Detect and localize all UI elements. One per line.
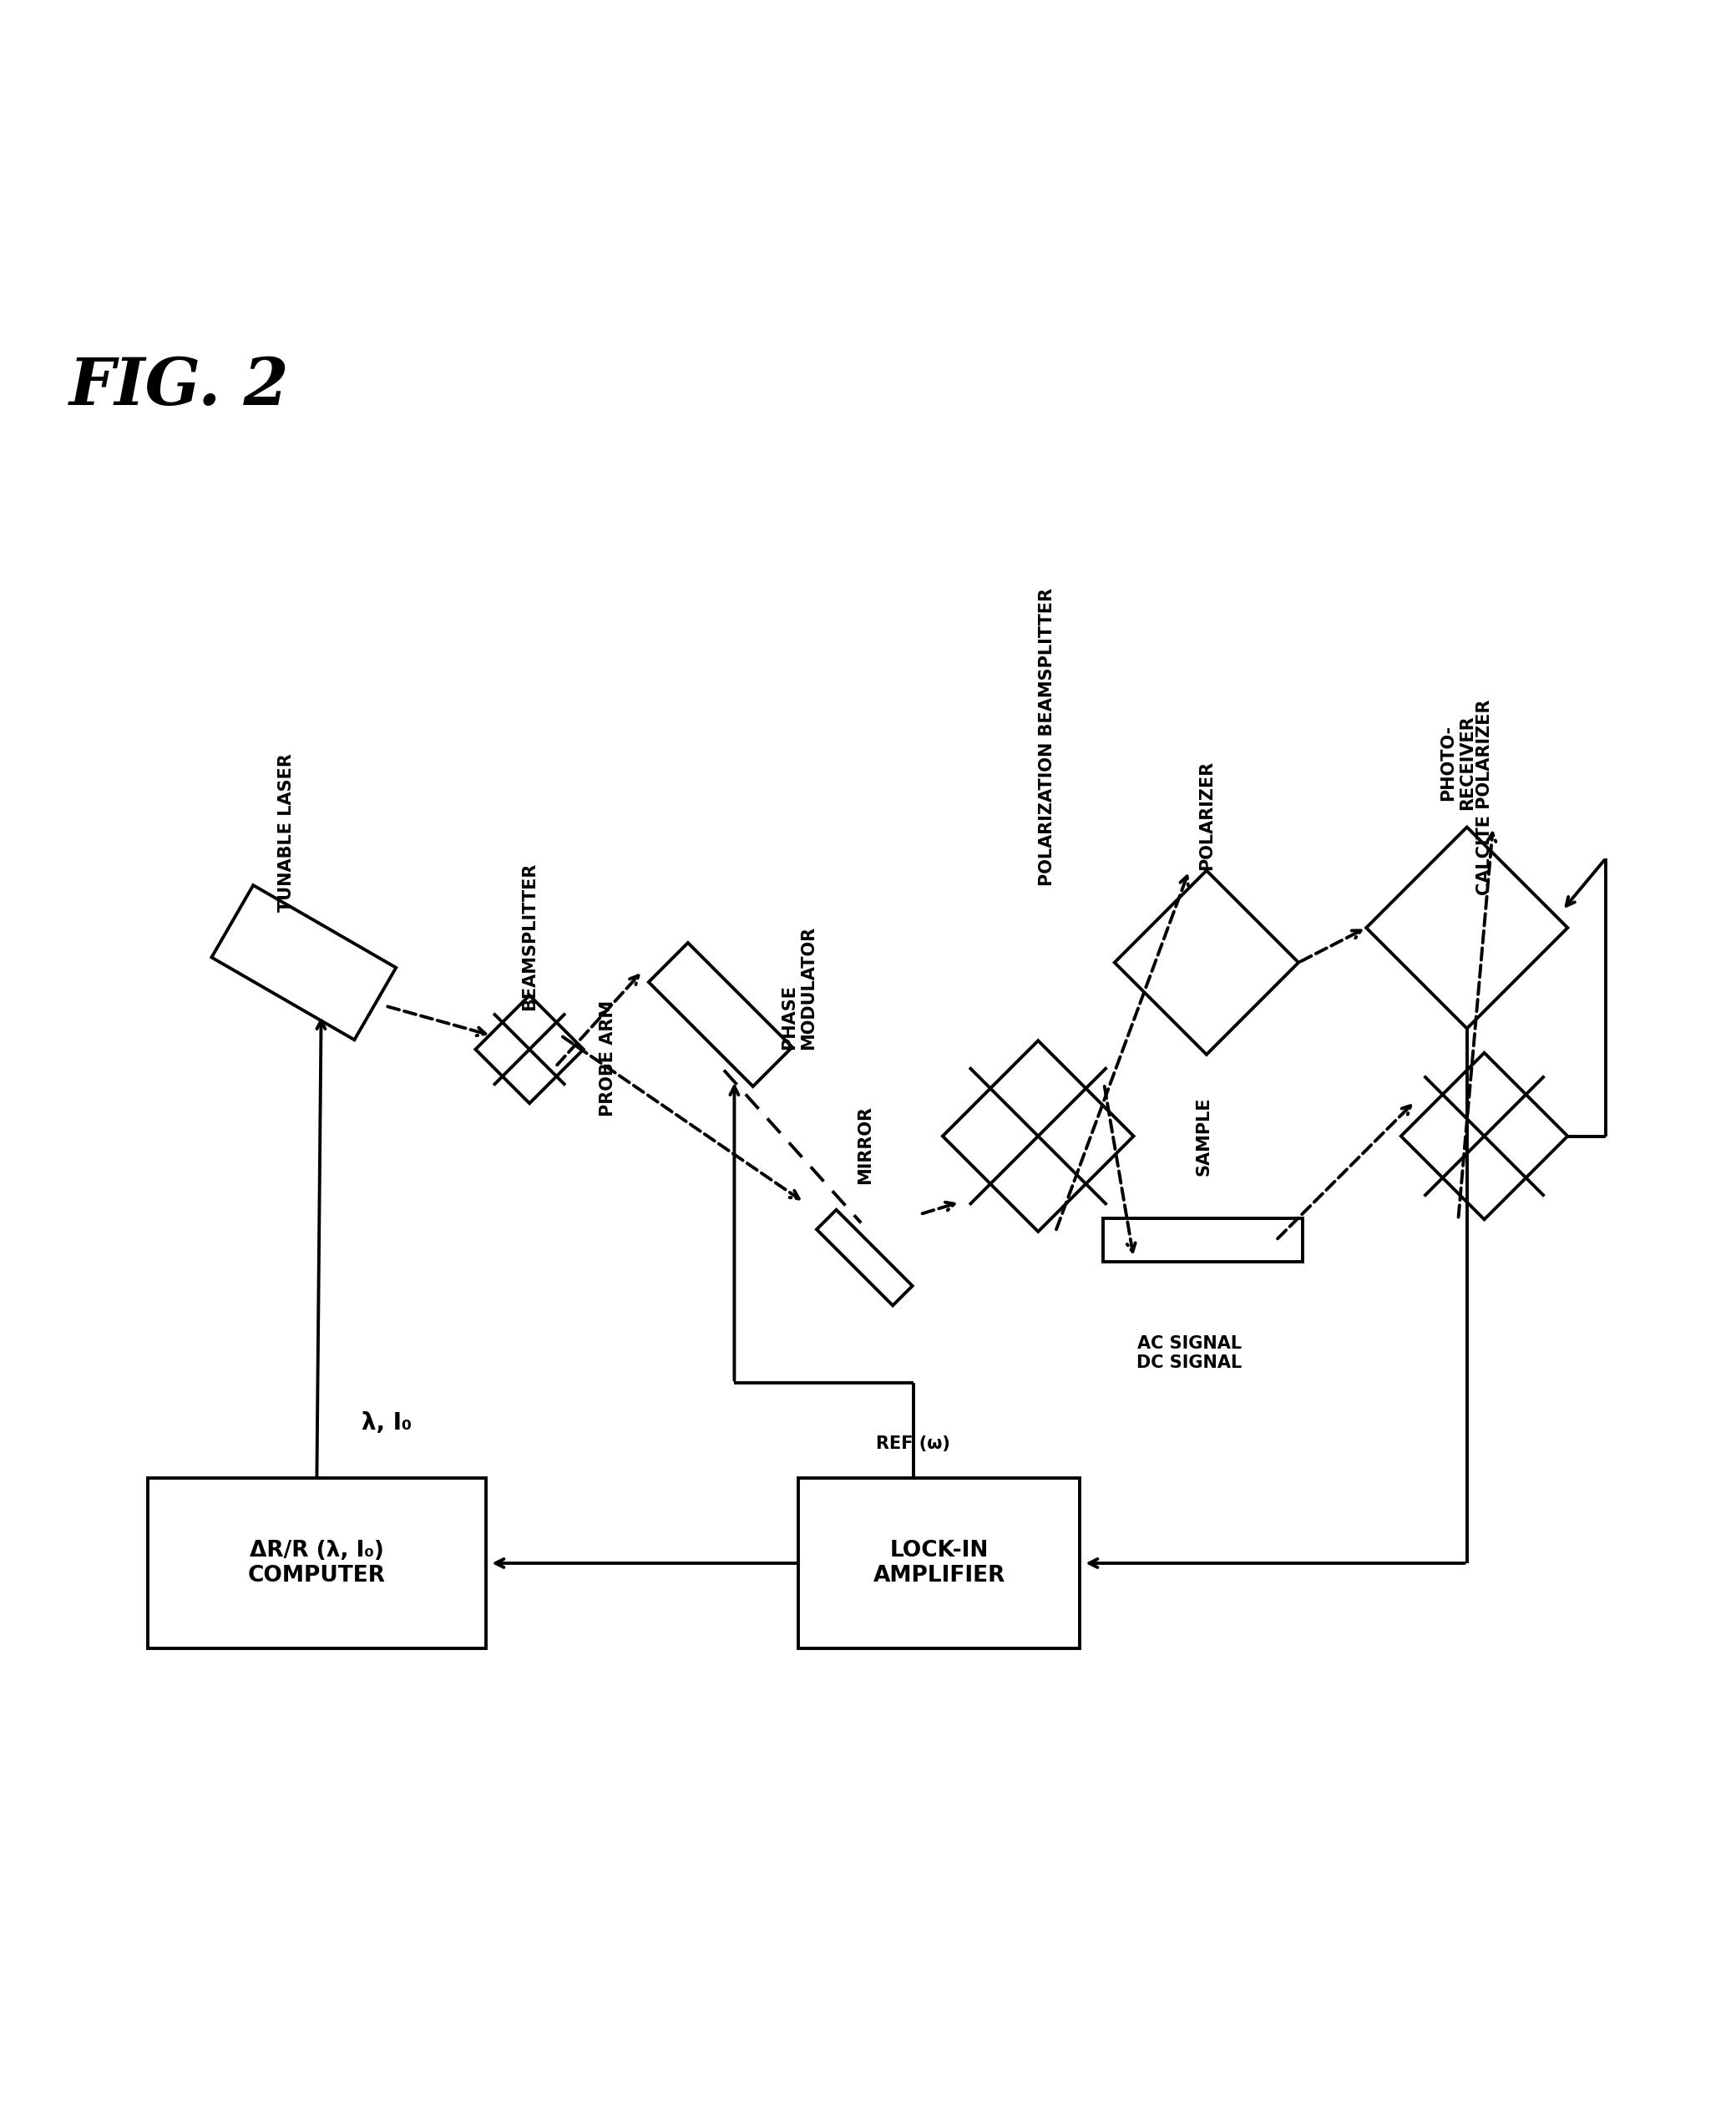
Text: REF (ω): REF (ω) bbox=[877, 1435, 950, 1452]
Text: CALCITE POLARIZER: CALCITE POLARIZER bbox=[1476, 700, 1493, 895]
Polygon shape bbox=[649, 944, 792, 1086]
Polygon shape bbox=[476, 995, 583, 1102]
Text: LOCK-IN
AMPLIFIER: LOCK-IN AMPLIFIER bbox=[873, 1540, 1005, 1587]
Text: SAMPLE: SAMPLE bbox=[1194, 1096, 1212, 1176]
Text: BEAMSPLITTER: BEAMSPLITTER bbox=[521, 863, 538, 1011]
Text: TUNABLE LASER: TUNABLE LASER bbox=[278, 753, 295, 912]
Text: PROBE ARM: PROBE ARM bbox=[599, 1001, 616, 1115]
Text: AC SIGNAL
DC SIGNAL: AC SIGNAL DC SIGNAL bbox=[1137, 1335, 1241, 1371]
Polygon shape bbox=[943, 1041, 1134, 1232]
Text: λ, I₀: λ, I₀ bbox=[361, 1411, 411, 1435]
Polygon shape bbox=[1115, 870, 1299, 1054]
Polygon shape bbox=[1401, 1054, 1568, 1219]
Polygon shape bbox=[148, 1479, 486, 1648]
Text: MIRROR: MIRROR bbox=[856, 1105, 873, 1185]
Text: POLARIZATION BEAMSPLITTER: POLARIZATION BEAMSPLITTER bbox=[1038, 588, 1055, 887]
Text: POLARIZER: POLARIZER bbox=[1198, 760, 1215, 870]
Text: PHASE
MODULATOR: PHASE MODULATOR bbox=[781, 925, 816, 1050]
Text: ΔR/R (λ, I₀)
COMPUTER: ΔR/R (λ, I₀) COMPUTER bbox=[248, 1540, 385, 1587]
Polygon shape bbox=[1102, 1219, 1302, 1261]
Polygon shape bbox=[799, 1479, 1080, 1648]
Text: PHOTO-
RECEIVER: PHOTO- RECEIVER bbox=[1439, 715, 1476, 810]
Polygon shape bbox=[1366, 827, 1568, 1028]
Text: FIG. 2: FIG. 2 bbox=[69, 355, 290, 419]
Polygon shape bbox=[816, 1210, 913, 1306]
Polygon shape bbox=[212, 884, 396, 1039]
